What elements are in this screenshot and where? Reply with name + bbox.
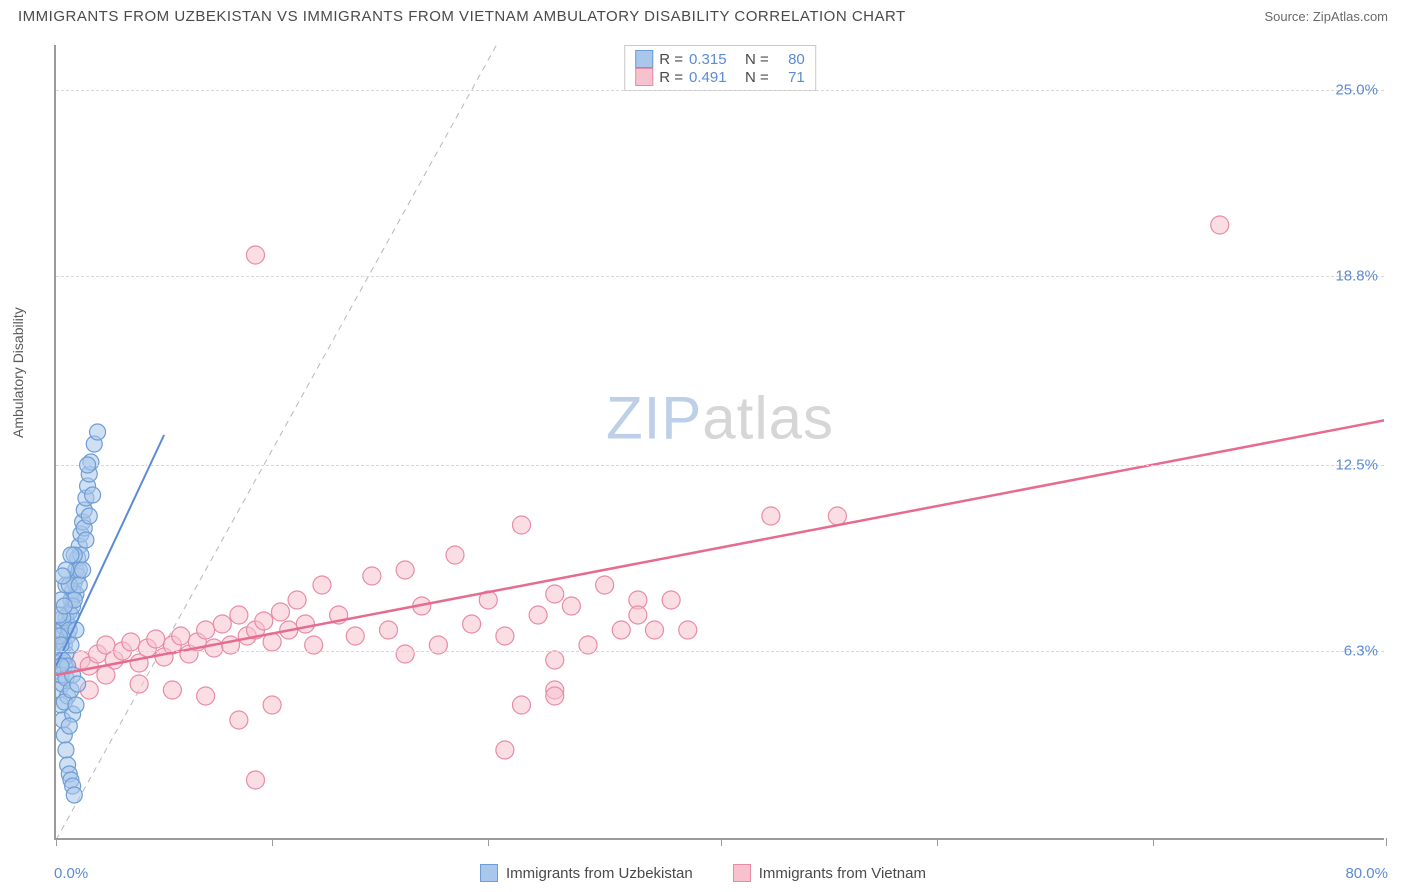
- gridline-h: [56, 651, 1384, 652]
- source-attribution: Source: ZipAtlas.com: [1264, 9, 1388, 24]
- x-tick: [56, 838, 57, 846]
- n-value: 71: [775, 69, 805, 86]
- legend-label: Immigrants from Vietnam: [759, 865, 926, 882]
- y-tick-label: 18.8%: [1335, 268, 1378, 285]
- legend-swatch: [635, 68, 653, 86]
- legend-swatch: [733, 864, 751, 882]
- gridline-h: [56, 90, 1384, 91]
- legend-label: Immigrants from Uzbekistan: [506, 865, 693, 882]
- plot-svg: [56, 45, 1384, 838]
- y-tick-label: 6.3%: [1344, 643, 1378, 660]
- legend-item: Immigrants from Vietnam: [733, 864, 926, 882]
- x-axis-min-label: 0.0%: [54, 865, 88, 882]
- y-tick-label: 12.5%: [1335, 457, 1378, 474]
- chart-title: IMMIGRANTS FROM UZBEKISTAN VS IMMIGRANTS…: [18, 8, 906, 25]
- series-legend: Immigrants from Uzbekistan Immigrants fro…: [480, 864, 926, 882]
- legend-item: Immigrants from Uzbekistan: [480, 864, 693, 882]
- watermark: ZIPatlas: [606, 383, 834, 452]
- x-tick: [488, 838, 489, 846]
- x-tick: [272, 838, 273, 846]
- legend-swatch: [480, 864, 498, 882]
- r-value: 0.315: [689, 51, 739, 68]
- x-axis-max-label: 80.0%: [1345, 865, 1388, 882]
- r-value: 0.491: [689, 69, 739, 86]
- x-tick: [1153, 838, 1154, 846]
- n-value: 80: [775, 51, 805, 68]
- y-tick-label: 25.0%: [1335, 82, 1378, 99]
- gridline-h: [56, 276, 1384, 277]
- x-tick: [721, 838, 722, 846]
- x-tick: [1386, 838, 1387, 846]
- r-label: R =: [659, 51, 683, 68]
- x-tick: [937, 838, 938, 846]
- chart-container: ZIPatlas R = 0.315 N = 80 R = 0.491 N = …: [54, 45, 1384, 840]
- n-label: N =: [745, 69, 769, 86]
- n-label: N =: [745, 51, 769, 68]
- legend-swatch: [635, 50, 653, 68]
- legend-stat-row: R = 0.315 N = 80: [635, 50, 805, 68]
- y-axis-label: Ambulatory Disability: [10, 307, 26, 438]
- gridline-h: [56, 465, 1384, 466]
- correlation-legend: R = 0.315 N = 80 R = 0.491 N = 71: [624, 45, 816, 91]
- watermark-atlas: atlas: [702, 384, 834, 451]
- legend-stat-row: R = 0.491 N = 71: [635, 68, 805, 86]
- watermark-zip: ZIP: [606, 384, 702, 451]
- r-label: R =: [659, 69, 683, 86]
- plot-area: ZIPatlas R = 0.315 N = 80 R = 0.491 N = …: [54, 45, 1384, 840]
